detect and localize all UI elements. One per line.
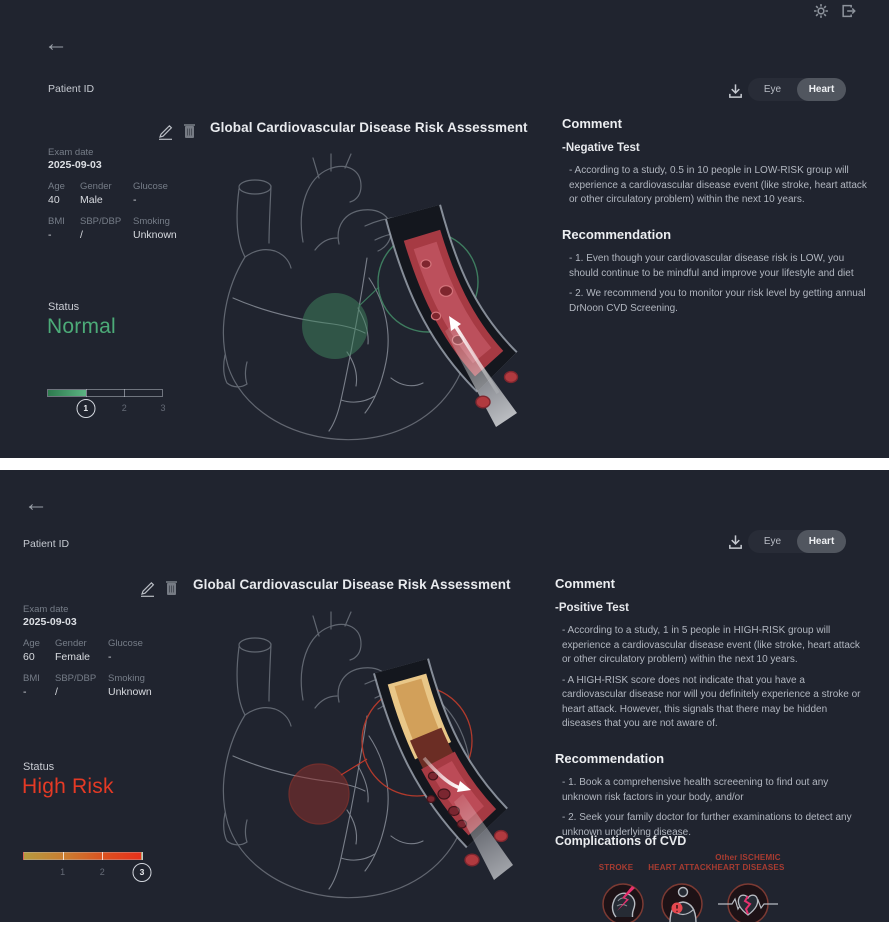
status-value: Normal bbox=[47, 315, 116, 338]
field-glucose: Glucose - bbox=[108, 638, 143, 663]
download-icon[interactable] bbox=[727, 82, 744, 100]
exam-date-label: Exam date bbox=[23, 604, 69, 615]
back-button[interactable]: ← bbox=[24, 490, 48, 517]
blood-flow-arrowhead bbox=[457, 781, 471, 792]
field-age: Age 60 bbox=[23, 638, 40, 663]
flow-beam bbox=[445, 325, 517, 427]
recommendation-item: - 1. Book a comprehensive health screeen… bbox=[562, 777, 829, 803]
test-result: -Positive Test bbox=[555, 601, 629, 614]
field-gender: Gender Male bbox=[80, 181, 112, 206]
risk-step-1: 1 bbox=[76, 399, 96, 418]
comment-section: Comment -Negative Test - According to a … bbox=[562, 116, 867, 322]
delete-trash-icon[interactable] bbox=[165, 580, 178, 596]
page-title: Global Cardiovascular Disease Risk Asses… bbox=[210, 120, 528, 135]
exam-date-value: 2025-09-03 bbox=[23, 616, 77, 628]
complications-heading: Complications of CVD bbox=[555, 834, 687, 848]
eye-heart-toggle: Eye Heart bbox=[748, 78, 846, 101]
risk-step-3: 3 bbox=[160, 403, 166, 413]
comment-paragraph: - A HIGH-RISK score does not indicate th… bbox=[562, 674, 861, 730]
toggle-heart[interactable]: Heart bbox=[797, 530, 846, 553]
field-bmi: BMI - bbox=[48, 216, 65, 241]
recommendation-heading: Recommendation bbox=[562, 226, 672, 242]
recommendation-item: - 2. Seek your family doctor for further… bbox=[562, 812, 852, 838]
comment-paragraph: - According to a study, 1 in 5 people in… bbox=[562, 625, 860, 666]
download-icon[interactable] bbox=[727, 533, 744, 551]
field-gender: Gender Female bbox=[55, 638, 91, 663]
field-smoking: Smoking Unknown bbox=[133, 216, 177, 241]
exam-date-value: 2025-09-03 bbox=[48, 159, 102, 171]
patient-id-label: Patient ID bbox=[48, 83, 95, 95]
back-button[interactable]: ← bbox=[44, 30, 68, 57]
red-blood-cells bbox=[426, 771, 468, 829]
magnifier-connector bbox=[340, 758, 368, 776]
edit-pencil-icon[interactable] bbox=[139, 579, 157, 597]
recommendation-item: - 1. Even though your cardiovascular dis… bbox=[569, 253, 854, 279]
risk-level-bar bbox=[23, 852, 143, 860]
toggle-heart[interactable]: Heart bbox=[797, 78, 846, 101]
toggle-eye[interactable]: Eye bbox=[763, 536, 782, 547]
status-label: Status bbox=[23, 761, 55, 773]
settings-gear-icon[interactable] bbox=[813, 3, 829, 19]
risk-step-2: 2 bbox=[99, 867, 105, 877]
risk-step-1: 1 bbox=[60, 867, 66, 877]
flow-beam bbox=[454, 794, 513, 880]
field-sbpdbp: SBP/DBP / bbox=[55, 673, 97, 698]
report-panel-high-risk: ← Patient ID Global Cardiovascular Disea… bbox=[0, 470, 889, 922]
heart-highlight-circle bbox=[302, 293, 368, 359]
vessel-cross-section-healthy bbox=[385, 204, 519, 427]
status-value: High Risk bbox=[22, 775, 114, 798]
comment-heading: Comment bbox=[555, 576, 615, 591]
page-title: Global Cardiovascular Disease Risk Asses… bbox=[193, 577, 511, 592]
eye-heart-toggle: Eye Heart bbox=[748, 530, 846, 553]
delete-trash-icon[interactable] bbox=[183, 123, 196, 139]
field-age: Age 40 bbox=[48, 181, 65, 206]
status-label: Status bbox=[48, 301, 80, 313]
blood-flow-arrow bbox=[454, 326, 500, 394]
magnifier-connector bbox=[358, 286, 380, 307]
outside-blood-cells bbox=[464, 829, 509, 867]
outside-blood-cells bbox=[475, 370, 519, 409]
field-glucose: Glucose - bbox=[133, 181, 168, 206]
recommendation-item: - 2. We recommend you to monitor your ri… bbox=[569, 288, 866, 314]
recommendation-heading: Recommendation bbox=[555, 750, 665, 766]
comment-section: Comment -Positive Test - According to a … bbox=[555, 576, 867, 846]
test-result: -Negative Test bbox=[562, 141, 640, 154]
heart-attack-icon bbox=[661, 883, 703, 922]
complication-label-stroke: STROKE bbox=[598, 863, 634, 872]
heart-highlight-circle bbox=[288, 763, 350, 825]
thrombus bbox=[388, 667, 503, 843]
patient-id-label: Patient ID bbox=[23, 538, 70, 550]
complication-label-ischemic: Other ISCHEMIC HEART DISEASES bbox=[711, 853, 785, 872]
risk-level-bar bbox=[47, 389, 163, 397]
exam-date-label: Exam date bbox=[48, 147, 94, 158]
vessel-cross-section-plaque bbox=[373, 658, 513, 880]
ischemic-heart-icon bbox=[718, 883, 778, 922]
field-bmi: BMI - bbox=[23, 673, 40, 698]
patient-fields: Age 40 Gender Male Glucose - BMI - SBP/DBP / … bbox=[48, 181, 218, 241]
heart-vessel-illustration-plaque bbox=[222, 611, 513, 899]
complication-label-heart-attack: HEART ATTACK bbox=[648, 863, 712, 872]
blood-flow-arrowhead bbox=[449, 316, 461, 331]
comment-paragraph: - According to a study, 0.5 in 10 people… bbox=[569, 165, 867, 206]
risk-step-2: 2 bbox=[121, 403, 127, 413]
heart-vessel-illustration-healthy bbox=[222, 153, 519, 441]
logout-icon[interactable] bbox=[840, 3, 857, 19]
stroke-icon bbox=[602, 883, 644, 922]
toggle-eye[interactable]: Eye bbox=[763, 84, 782, 95]
edit-pencil-icon[interactable] bbox=[157, 122, 175, 140]
patient-fields: Age 60 Gender Female Glucose - BMI - SBP/DBP… bbox=[23, 638, 193, 698]
field-sbpdbp: SBP/DBP / bbox=[80, 216, 122, 241]
risk-bar-fill bbox=[48, 390, 86, 396]
risk-step-3: 3 bbox=[132, 863, 152, 882]
field-smoking: Smoking Unknown bbox=[108, 673, 152, 698]
report-panel-normal: ← Patient ID Global Cardiovascular Disea… bbox=[0, 0, 889, 458]
comment-heading: Comment bbox=[562, 116, 622, 131]
